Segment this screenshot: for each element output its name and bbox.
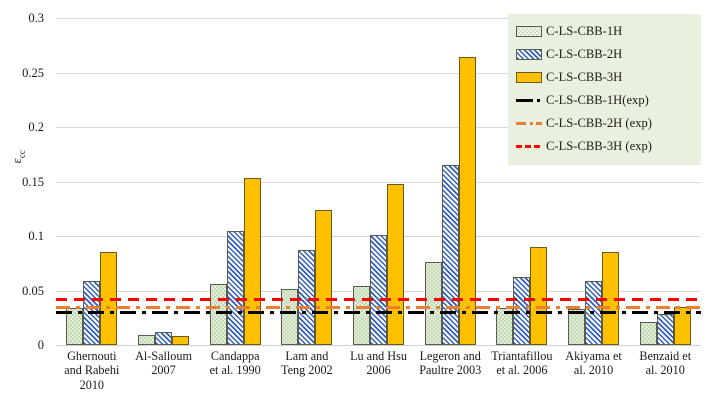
- legend-line-sample: [516, 145, 542, 148]
- x-axis-label: Ghernouti and Rabehi 2010: [56, 349, 128, 392]
- reference-line: [56, 297, 701, 301]
- bar-group: [199, 18, 271, 345]
- x-axis-label: Candappa et al. 1990: [199, 349, 271, 392]
- x-axis-label: Akiyama et al. 2010: [558, 349, 630, 392]
- bar[interactable]: [281, 289, 299, 345]
- gridline: [56, 72, 701, 74]
- x-axis-label-line: et al. 2006: [496, 363, 548, 378]
- bar[interactable]: [639, 322, 657, 345]
- x-axis-label-line: 2007: [151, 363, 176, 378]
- y-tick-label: 0.15: [22, 174, 44, 189]
- legend-line-sample: [516, 122, 542, 125]
- x-axis-label-line: 2006: [366, 363, 391, 378]
- legend-swatch: [516, 26, 542, 37]
- y-tick-label: 0.2: [28, 119, 44, 134]
- legend: C-LS-CBB-1H C-LS-CBB-2H C-LS-CBB-3H C-LS-CB…: [508, 14, 701, 165]
- bar-group: [271, 18, 343, 345]
- y-tick-label: 0.05: [22, 283, 44, 298]
- bar[interactable]: [172, 336, 189, 345]
- bar[interactable]: [298, 250, 316, 345]
- bar[interactable]: [387, 183, 405, 345]
- x-axis-label-line: Benzaid et: [639, 349, 692, 363]
- legend-label: C-LS-CBB-1H(exp): [546, 93, 649, 107]
- bar[interactable]: [441, 165, 459, 345]
- bar-group: [56, 18, 128, 345]
- bar-group: [128, 18, 200, 345]
- x-axis-label-line: Teng 2002: [281, 363, 333, 378]
- x-axis-label-line: Triantafillou: [491, 349, 553, 363]
- x-axis-label-line: al. 2010: [645, 363, 685, 378]
- bar[interactable]: [568, 309, 586, 345]
- bar[interactable]: [243, 178, 261, 345]
- x-axis-label-line: Lam and: [285, 349, 329, 363]
- legend-item[interactable]: C-LS-CBB-2H: [516, 43, 695, 66]
- x-axis-label: Triantafillou et al. 2006: [486, 349, 558, 392]
- bar[interactable]: [138, 335, 155, 345]
- legend-item[interactable]: C-LS-CBB-3H (exp): [516, 135, 695, 158]
- x-axis-label-line: Paultre 2003: [419, 363, 482, 378]
- y-tick-label: 0.25: [22, 65, 44, 80]
- x-axis-label-line: et al. 1990: [209, 363, 261, 378]
- legend-item[interactable]: C-LS-CBB-1H: [516, 20, 695, 43]
- x-axis-label: Lu and Hsu 2006: [343, 349, 415, 392]
- bar-group: [343, 18, 415, 345]
- bar[interactable]: [424, 262, 442, 345]
- legend-label: C-LS-CBB-2H (exp): [546, 116, 652, 130]
- x-axis-label-line: Al-Salloum: [135, 349, 192, 363]
- x-axis-labels: Ghernouti and Rabehi 2010 Al-Salloum 2007 Can…: [56, 349, 701, 392]
- bar-group: [414, 18, 486, 345]
- bar[interactable]: [530, 246, 548, 345]
- bar[interactable]: [656, 314, 674, 345]
- bar-group: [629, 18, 701, 345]
- legend-line-sample: [516, 99, 542, 102]
- x-axis-label: Legeron and Paultre 2003: [414, 349, 486, 392]
- y-tick-label: 0: [37, 337, 44, 352]
- gridline: [56, 345, 701, 346]
- bar[interactable]: [155, 331, 172, 345]
- bar[interactable]: [226, 230, 244, 345]
- reference-line: [56, 305, 701, 309]
- legend-item[interactable]: C-LS-CBB-1H(exp): [516, 89, 695, 112]
- x-axis-label-line: Lu and Hsu: [350, 349, 407, 363]
- x-axis-label-line: Candappa: [210, 349, 260, 363]
- legend-swatch: [516, 49, 542, 60]
- plot-area: [56, 18, 701, 346]
- bar[interactable]: [315, 209, 333, 345]
- bar[interactable]: [66, 307, 84, 345]
- gridline: [56, 181, 701, 183]
- bar[interactable]: [209, 283, 227, 345]
- x-axis-label-line: Akiyama et: [565, 349, 622, 363]
- bar[interactable]: [458, 57, 476, 345]
- bars-layer: [56, 18, 701, 345]
- legend-swatch: [516, 72, 542, 83]
- reference-line: [56, 310, 701, 314]
- x-axis-label-line: and Rabehi: [64, 363, 120, 378]
- x-axis-label: Benzaid et al. 2010: [629, 349, 701, 392]
- legend-item[interactable]: C-LS-CBB-2H (exp): [516, 112, 695, 135]
- x-axis-label-line: 2010: [79, 377, 105, 392]
- y-tick-label: 0.1: [28, 228, 44, 243]
- bar-group: [558, 18, 630, 345]
- legend-item[interactable]: C-LS-CBB-3H: [516, 66, 695, 89]
- legend-label: C-LS-CBB-3H (exp): [546, 139, 652, 153]
- gridline: [56, 127, 701, 128]
- legend-label: C-LS-CBB-2H: [546, 47, 623, 61]
- legend-label: C-LS-CBB-3H: [546, 70, 623, 84]
- bar[interactable]: [370, 234, 388, 345]
- gridline: [56, 18, 701, 19]
- y-tick-label: 0.3: [28, 10, 44, 25]
- bar[interactable]: [496, 307, 514, 345]
- x-axis-label-line: al. 2010: [573, 363, 614, 378]
- x-axis-label: Lam and Teng 2002: [271, 349, 343, 392]
- x-axis-label-line: Legeron and: [419, 349, 481, 363]
- y-axis-ticks: 0 0.05 0.1 0.15 0.2 0.25 0.3: [0, 0, 52, 410]
- x-axis-label: Al-Salloum 2007: [128, 349, 200, 392]
- bar[interactable]: [353, 286, 371, 345]
- x-axis-label-line: Ghernouti: [67, 349, 117, 363]
- legend-label: C-LS-CBB-1H: [546, 24, 623, 38]
